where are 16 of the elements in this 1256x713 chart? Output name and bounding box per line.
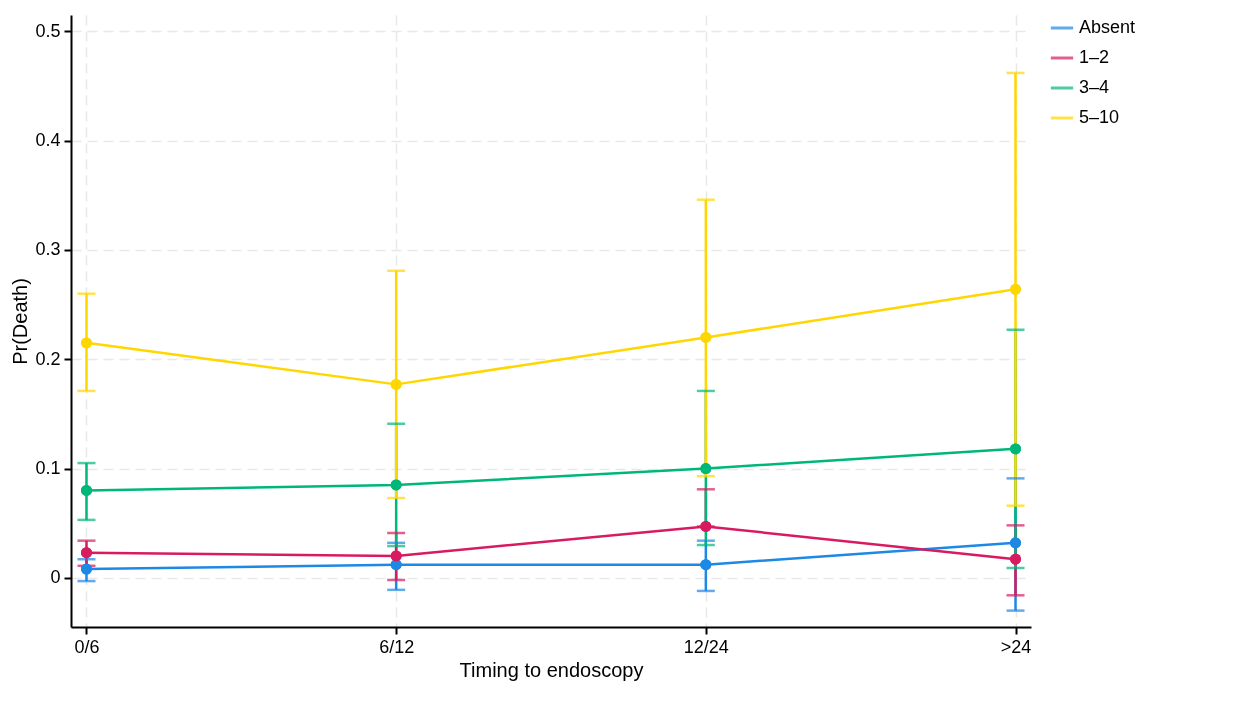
x-tick-label: >24 [1000, 636, 1032, 657]
legend-label: 3–4 [1079, 77, 1110, 97]
y-tick-label: 0 [50, 567, 61, 588]
y-tick-label: 0.3 [35, 239, 61, 260]
legend-label: 5–10 [1079, 107, 1120, 127]
legend-label: 1–2 [1079, 47, 1110, 67]
y-tick-label: 0.1 [35, 458, 61, 479]
x-axis-title: Timing to endoscopy [459, 658, 644, 681]
y-tick-label: 0.2 [35, 348, 61, 369]
x-tick-label: 0/6 [74, 636, 100, 657]
x-tick-label: 6/12 [379, 636, 415, 657]
y-axis-title: Pr(Death) [9, 278, 32, 365]
legend-label: Absent [1079, 17, 1136, 37]
y-tick-label: 0.5 [35, 20, 61, 41]
y-tick-label: 0.4 [35, 130, 61, 151]
x-tick-label: 12/24 [683, 636, 729, 657]
